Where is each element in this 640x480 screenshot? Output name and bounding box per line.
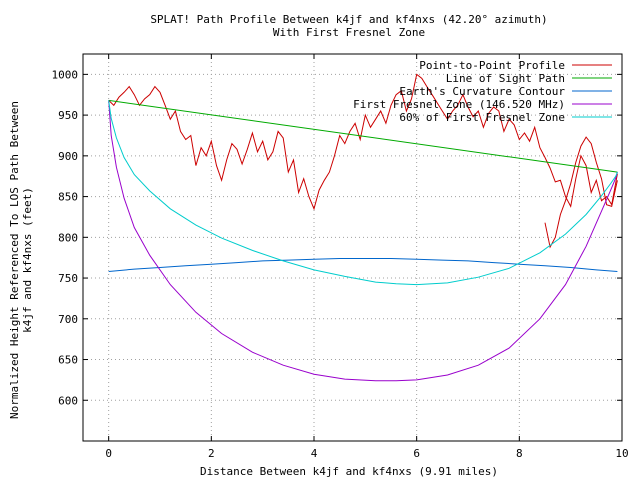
series-60-of-first-fresnel-zone [108,100,618,286]
axis-ticks: 0 2 4 6 8 10 600 650 700 750 800 850 900 950 1000 [52,54,629,460]
series-point-to-point-profile [108,73,618,211]
y-tick-label: 850 [58,191,78,204]
legend-label: Point-to-Point Profile [419,59,565,72]
x-tick-label: 2 [208,447,215,460]
y-tick-label: 900 [58,150,78,163]
y-tick-label: 800 [58,231,78,244]
x-tick-label: 10 [615,447,628,460]
y-tick-label: 1000 [52,68,79,81]
series-point-to-point-profile-segment [544,136,618,249]
series-line-of-sight-path [108,99,618,173]
legend-label: Line of Sight Path [446,72,565,85]
y-tick-label: 600 [58,394,78,407]
y-axis-label-line-2: k4jf and kf4nxs (feet) [21,187,34,333]
y-tick-label: 750 [58,272,78,285]
y-tick-label: 650 [58,354,78,367]
y-axis-label-line-1: Normalized Height Referenced To LOS Path… [8,101,21,419]
x-tick-label: 4 [311,447,318,460]
y-tick-label: 700 [58,313,78,326]
series-first-fresnel-zone-146-520-mhz [108,100,618,382]
legend-label: First Fresnel Zone (146.520 MHz) [353,98,565,111]
x-axis-label: Distance Between k4jf and kf4nxs (9.91 m… [200,465,498,478]
chart-subtitle: With First Fresnel Zone [273,26,425,39]
plot-frame [82,53,623,442]
chart-title: SPLAT! Path Profile Between k4jf and kf4… [150,13,547,26]
series-group [108,73,618,382]
x-tick-label: 8 [516,447,523,460]
series-earth-s-curvature-contour [108,258,618,272]
x-tick-label: 0 [105,447,112,460]
legend-label: Earth's Curvature Contour [399,85,565,98]
y-tick-label: 950 [58,109,78,122]
legend-label: 60% of First Fresnel Zone [399,111,565,124]
x-tick-label: 6 [413,447,420,460]
